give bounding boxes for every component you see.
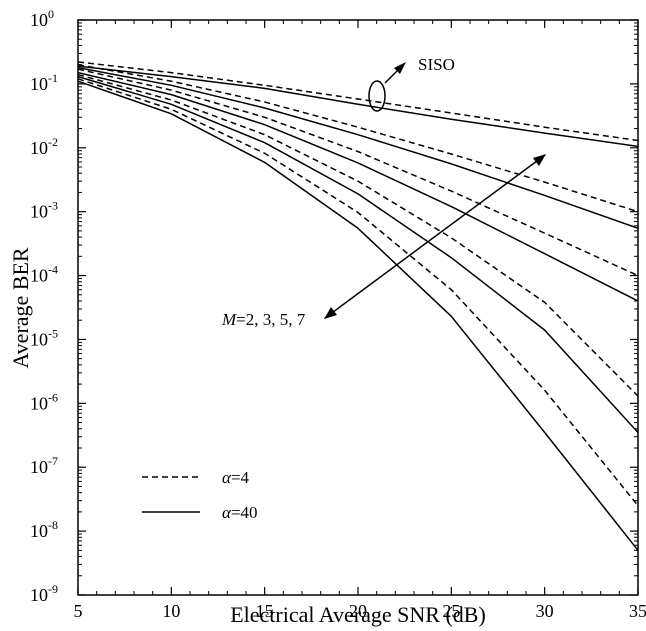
y-tick-exponent: -8 (48, 518, 58, 532)
m-label: M=2, 3, 5, 7 (221, 310, 306, 329)
y-tick-exponent: -3 (48, 199, 58, 213)
y-tick-exponent: -2 (48, 135, 58, 149)
y-tick-label: 10 (30, 585, 48, 605)
y-tick-exponent: -9 (48, 582, 58, 596)
x-tick-label: 25 (442, 601, 460, 621)
y-axis-title: Average BER (8, 247, 33, 368)
x-ticks: 5 10 15 20 25 30 35 (74, 20, 646, 621)
legend-solid-symbol: α (222, 503, 232, 522)
y-tick-label: 10 (30, 521, 48, 541)
y-tick-base: 10 (30, 329, 48, 349)
m-label-symbol: M (221, 310, 237, 329)
y-tick-label: 10 (30, 74, 48, 94)
series-line-0-dashed (77, 61, 639, 142)
y-tick-base: 10 (30, 393, 48, 413)
m-arrow-line (324, 154, 546, 319)
m-label-values: =2, 3, 5, 7 (236, 310, 306, 329)
series-line-1-solid (77, 65, 639, 148)
x-axis-title: Electrical Average SNR (dB) (230, 602, 486, 627)
y-tick-label: 10 (30, 457, 48, 477)
legend-solid-value: =40 (231, 503, 258, 522)
y-tick-base: 10 (30, 74, 48, 94)
x-tick-label: 10 (162, 601, 180, 621)
y-tick-exponent: 0 (48, 7, 54, 21)
x-tick-label: 5 (74, 601, 83, 621)
series-line-4-dashed (77, 68, 639, 277)
series-line-3-solid (77, 66, 639, 230)
series-line-8-dashed (77, 78, 639, 507)
m-arrow-head-top (533, 154, 546, 166)
plot-frame (77, 19, 639, 596)
y-tick-label: 10 (30, 393, 48, 413)
legend-dashed-symbol: α (222, 468, 232, 487)
legend-label-solid: α=40 (222, 503, 258, 522)
series-line-6-dashed (77, 73, 639, 397)
x-tick-label: 30 (536, 601, 554, 621)
y-tick-base: 10 (30, 457, 48, 477)
legend: α=4 α=40 (142, 468, 258, 522)
y-tick-base: 10 (30, 266, 48, 286)
siso-label: SISO (418, 55, 455, 74)
y-tick-label: 10 (30, 329, 48, 349)
y-tick-base: 10 (30, 585, 48, 605)
y-tick-exponent: -7 (48, 454, 58, 468)
x-tick-label: 35 (629, 601, 646, 621)
y-tick-exponent: -4 (48, 263, 58, 277)
y-tick-base: 10 (30, 138, 48, 158)
series-line-5-solid (77, 71, 639, 302)
legend-label-dashed: α=4 (222, 468, 250, 487)
series-line-2-dashed (77, 63, 639, 213)
x-tick-label: 20 (349, 601, 367, 621)
siso-annotation: SISO (368, 55, 455, 112)
y-tick-base: 10 (30, 521, 48, 541)
m-annotation: M=2, 3, 5, 7 (221, 154, 546, 329)
series-line-9-solid (77, 80, 639, 551)
y-tick-base: 10 (30, 10, 48, 30)
y-tick-label: 10 (30, 138, 48, 158)
siso-ellipse (368, 80, 386, 112)
siso-arrow-head (394, 62, 406, 74)
y-tick-exponent: -6 (48, 390, 58, 404)
x-tick-label: 15 (256, 601, 274, 621)
m-arrow-head-bottom (324, 307, 337, 319)
series-line-7-solid (77, 75, 639, 434)
y-tick-label: 10 (30, 202, 48, 222)
minor-ticks (78, 20, 638, 595)
y-tick-base: 10 (30, 202, 48, 222)
y-tick-label: 10 (30, 10, 48, 30)
series-layer (77, 61, 639, 551)
y-tick-exponent: -1 (48, 71, 58, 85)
legend-dashed-value: =4 (231, 468, 250, 487)
y-tick-label: 10 (30, 266, 48, 286)
y-tick-exponent: -5 (48, 326, 58, 340)
